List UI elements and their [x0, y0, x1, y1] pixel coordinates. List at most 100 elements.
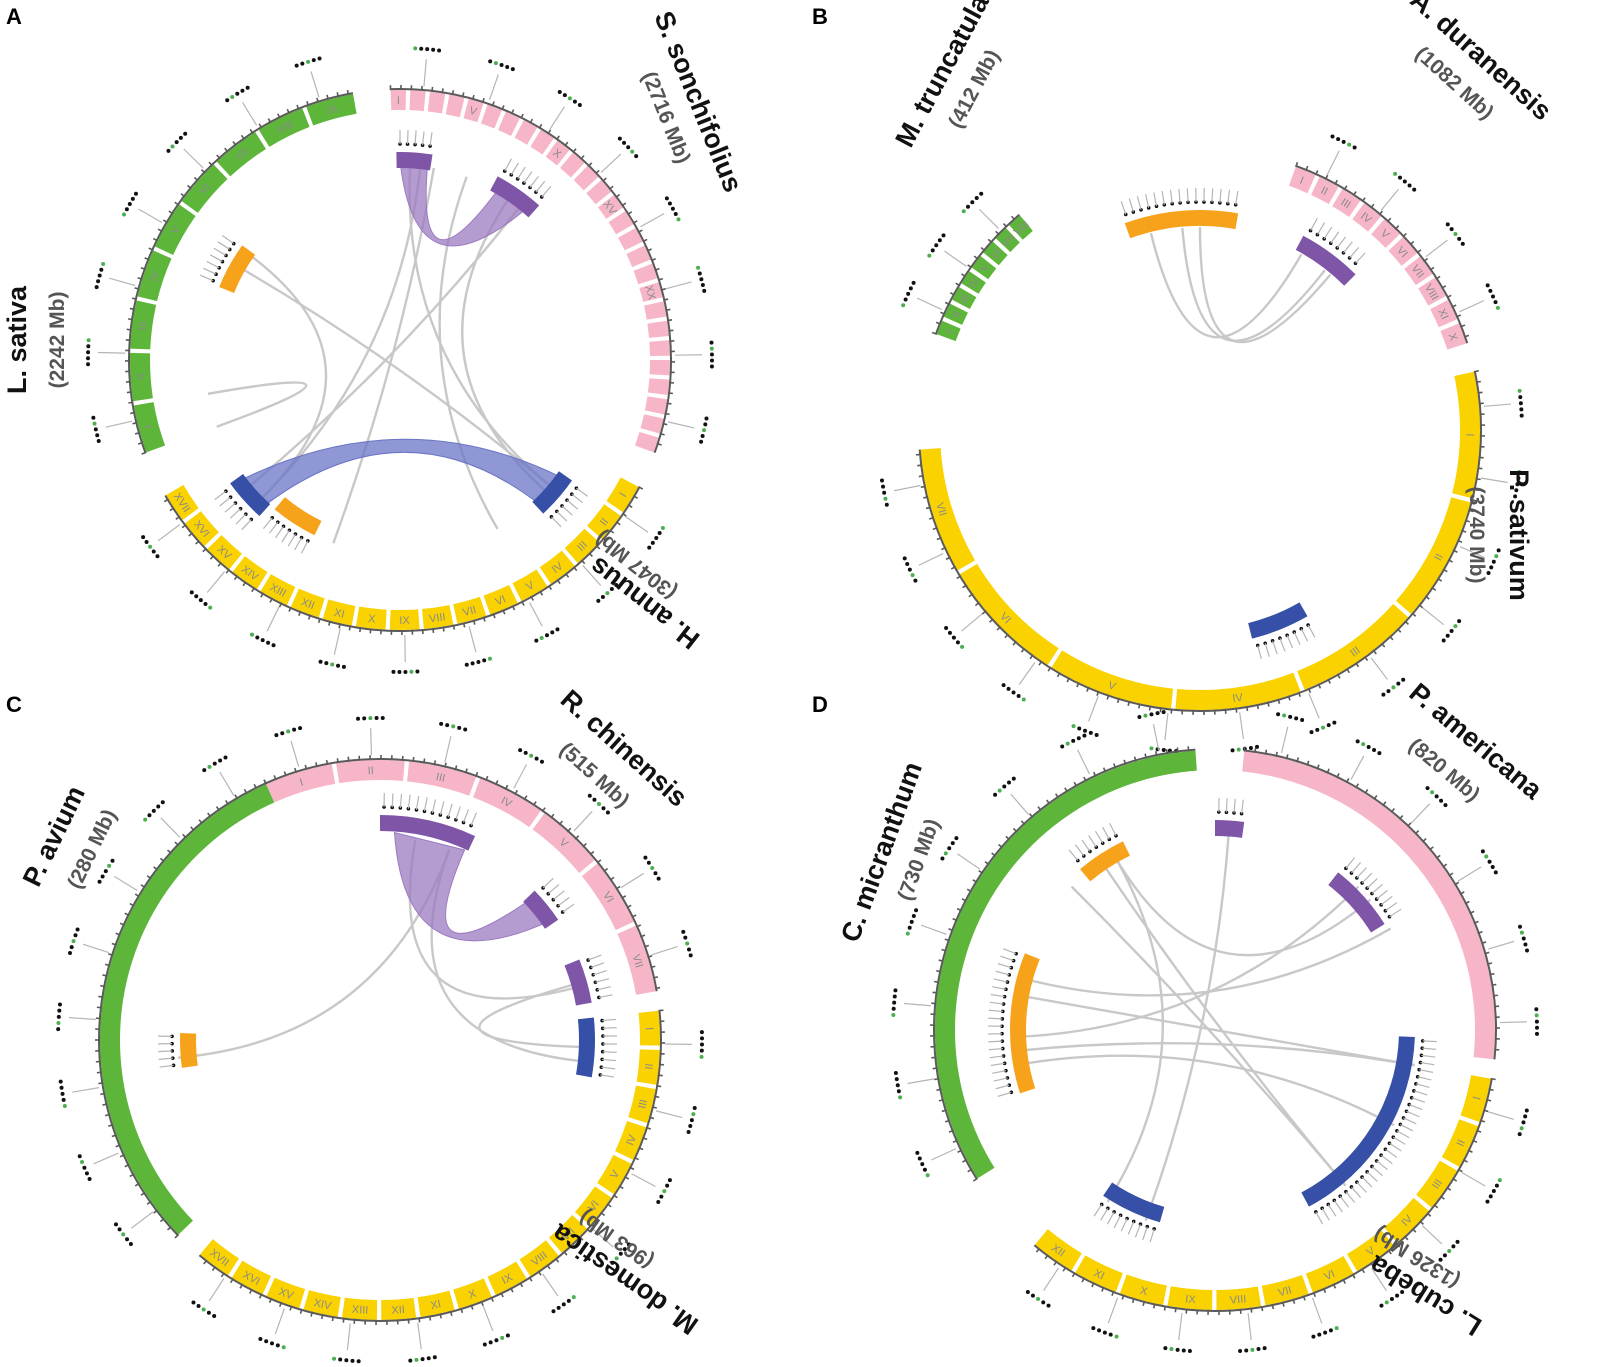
- chromosome-segment: [216, 132, 266, 177]
- gene-tree-branch: [1310, 218, 1318, 231]
- gene-marker: [208, 605, 213, 610]
- gene-marker: [356, 1359, 361, 1364]
- gene-marker: [71, 939, 76, 944]
- gene-tree-branch: [203, 267, 217, 275]
- gene-tree-branch: [1389, 908, 1402, 918]
- gene-tree-branch: [281, 529, 290, 543]
- gene-tree-branch: [1142, 1226, 1148, 1241]
- gene-tree-branch: [1406, 1110, 1420, 1118]
- gene-tree-branch: [1300, 628, 1309, 642]
- gene-tree-branch: [423, 59, 427, 87]
- gene-marker: [618, 1251, 623, 1256]
- gene-marker: [965, 204, 970, 209]
- gene-marker: [911, 914, 916, 919]
- gene-marker: [947, 630, 952, 635]
- gene-marker: [688, 953, 693, 958]
- gene-marker: [1393, 171, 1398, 176]
- gene-cluster-arc: [1248, 602, 1308, 639]
- chromosome-segment: [1418, 277, 1446, 306]
- gene-cluster-arc: [1301, 1036, 1415, 1207]
- gene-tree-branch: [582, 565, 602, 587]
- gene-marker: [1202, 200, 1206, 204]
- gene-marker: [463, 727, 468, 732]
- gene-marker: [567, 96, 572, 101]
- gene-marker: [914, 908, 919, 913]
- gene-marker: [94, 285, 99, 290]
- gene-marker: [1076, 736, 1081, 741]
- gene-marker: [1108, 1332, 1113, 1337]
- gene-marker: [1088, 730, 1093, 735]
- gene-marker: [1233, 203, 1238, 207]
- synteny-link: [438, 176, 499, 530]
- gene-tree-branch: [1459, 546, 1485, 559]
- gene-marker: [910, 573, 915, 578]
- chromosome-segment: [1404, 256, 1433, 286]
- chromosome-segment: [615, 1121, 647, 1160]
- chromosome-segment: [1175, 672, 1301, 710]
- chromosome-segment: [952, 287, 977, 310]
- panel-letter-b: B: [812, 4, 828, 29]
- gene-tree-branch: [566, 499, 579, 510]
- gene-marker: [67, 951, 72, 956]
- gene-tree-branch: [1419, 1069, 1434, 1073]
- gene-marker: [598, 1073, 603, 1077]
- gene-marker: [1484, 854, 1489, 859]
- gene-marker: [1334, 1326, 1339, 1331]
- gene-marker: [207, 764, 212, 769]
- gene-marker: [166, 148, 171, 153]
- gene-marker: [617, 136, 622, 141]
- gene-tree-branch: [421, 131, 425, 146]
- chromosome-segment: [322, 599, 356, 626]
- gene-marker: [143, 817, 148, 822]
- gene-marker: [269, 1341, 274, 1346]
- gene-marker: [235, 91, 240, 96]
- gene-marker: [622, 1247, 627, 1252]
- gene-tree-branch: [1286, 635, 1294, 649]
- gene-tree-branch: [1323, 226, 1333, 240]
- chromosome-label: XX: [642, 284, 658, 302]
- gene-marker: [1439, 798, 1444, 803]
- gene-marker: [892, 1000, 897, 1005]
- gene-marker: [482, 658, 487, 663]
- gene-tree-branch: [1127, 1221, 1135, 1235]
- gene-marker: [1443, 803, 1448, 808]
- gene-tree-branch: [1420, 1061, 1435, 1066]
- chromosome-segment: [995, 228, 1020, 253]
- axis-line: [1033, 1078, 1493, 1312]
- gene-marker: [1521, 1120, 1526, 1125]
- synteny-link: [1015, 1054, 1395, 1127]
- gene-marker: [1491, 559, 1496, 564]
- gene-marker: [1514, 488, 1519, 493]
- chromosome-segment: [1371, 219, 1400, 248]
- gene-tree-branch: [601, 1066, 616, 1070]
- gene-tree-branch: [557, 896, 570, 907]
- gene-tree-branch: [944, 250, 967, 268]
- gene-marker: [155, 554, 160, 559]
- synteny-link: [1149, 232, 1303, 339]
- gene-marker: [1091, 1326, 1096, 1331]
- gene-tree-branch: [631, 1173, 656, 1188]
- gene-marker: [709, 340, 714, 345]
- chromosome-segment: [618, 227, 643, 251]
- gene-marker: [605, 591, 610, 596]
- chromosome-label: V: [1106, 679, 1117, 693]
- gene-tree-branch: [1422, 607, 1445, 626]
- chromosome-label: XIV: [312, 1297, 333, 1313]
- gene-tree-branch: [602, 1026, 617, 1029]
- gene-marker: [425, 47, 430, 52]
- gene-marker: [893, 988, 898, 993]
- chromosome-segment: [1347, 1230, 1394, 1272]
- gene-marker: [1457, 236, 1462, 241]
- gene-tree-branch: [1077, 749, 1091, 775]
- gene-tree-branch: [423, 797, 428, 812]
- gene-tree-branch: [990, 1062, 1005, 1067]
- axis-line: [933, 748, 1196, 1180]
- chromosome-label: IX: [399, 615, 410, 627]
- gene-marker: [626, 1242, 631, 1247]
- gene-tree-branch: [431, 799, 437, 814]
- chromosome-label: XI: [1092, 1267, 1107, 1282]
- chromosome-segment: [232, 556, 268, 590]
- gene-tree-branch: [130, 1211, 154, 1229]
- gene-marker: [408, 1358, 413, 1363]
- gene-marker: [709, 358, 714, 363]
